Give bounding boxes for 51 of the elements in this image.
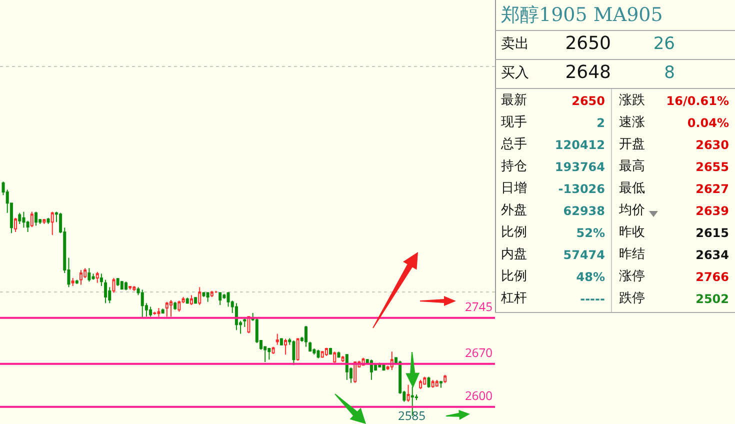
text: 2648 xyxy=(565,62,611,83)
text: 26 xyxy=(653,34,675,54)
text: 8 xyxy=(664,63,675,83)
text: 买入 xyxy=(501,65,529,81)
text: 57474 xyxy=(563,247,605,263)
text: 120412 xyxy=(554,137,605,153)
text: 昨结 xyxy=(619,247,645,263)
text: 2627 xyxy=(696,181,729,197)
text: 2655 xyxy=(696,159,729,175)
text: 52% xyxy=(576,225,605,241)
text: 193764 xyxy=(554,159,605,175)
text: 均价 xyxy=(619,203,645,219)
ref-line-label: 2745 xyxy=(465,298,493,315)
text: 最新 xyxy=(501,93,527,109)
text: 2766 xyxy=(696,269,729,285)
text: 2630 xyxy=(696,137,729,153)
text: 总手 xyxy=(501,137,527,153)
text: 内盘 xyxy=(501,247,527,263)
text: 涨停 xyxy=(619,269,645,285)
text: 2 xyxy=(596,115,605,131)
text: 比例 xyxy=(501,269,527,285)
text: 昨收 xyxy=(619,225,645,241)
text: 速涨 xyxy=(619,115,645,131)
text: 比例 xyxy=(501,225,527,241)
text: 卖出 xyxy=(501,36,529,52)
text: 2634 xyxy=(696,247,729,263)
text: 2502 xyxy=(696,291,729,307)
text: 日增 xyxy=(501,181,527,197)
text: 2615 xyxy=(696,225,729,241)
text: 杠杆 xyxy=(501,291,527,307)
text: 2650 xyxy=(565,33,611,54)
text: ----- xyxy=(580,291,605,307)
text: 郑醇1905 MA905 xyxy=(501,4,663,26)
ref-line-label: 2600 xyxy=(465,387,493,404)
text: 2639 xyxy=(696,203,729,219)
annotation: 2585 xyxy=(398,407,426,424)
ref-line-label: 2670 xyxy=(465,344,493,361)
text: 62938 xyxy=(563,203,605,219)
text: 涨跌 xyxy=(619,93,645,109)
text: 最低 xyxy=(619,181,645,197)
text: -13026 xyxy=(558,181,605,197)
text: 持仓 xyxy=(501,159,527,175)
text: 48% xyxy=(576,269,605,285)
text: 跌停 xyxy=(619,291,645,307)
text: 开盘 xyxy=(619,137,645,153)
text: 现手 xyxy=(501,115,527,131)
text: 外盘 xyxy=(501,203,527,219)
text: 2650 xyxy=(572,93,605,109)
text: 16/0.61% xyxy=(666,93,729,109)
text: 0.04% xyxy=(687,115,729,131)
text: 最高 xyxy=(619,159,645,175)
